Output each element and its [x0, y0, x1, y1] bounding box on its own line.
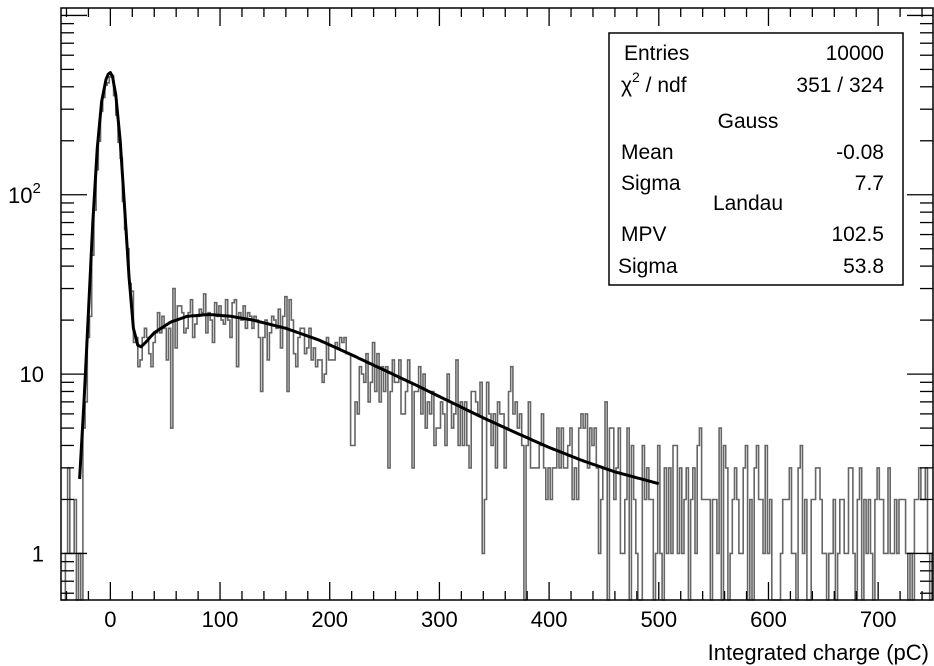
stats-chi2-ndf: / ndf — [640, 74, 687, 97]
stats-landau-mpv-label: MPV — [621, 223, 667, 246]
y-tick-labels: 1 10 102 — [8, 180, 44, 567]
x-tick-label: 600 — [750, 607, 787, 632]
stats-landau-header: Landau — [713, 192, 783, 215]
x-tick-label: 300 — [421, 607, 458, 632]
fit-curve — [78, 71, 660, 486]
stats-chi2-sup: 2 — [632, 69, 640, 85]
stats-landau-sigma-value: 53.8 — [843, 255, 884, 278]
stats-gauss-header: Gauss — [718, 110, 779, 133]
y-tick-label: 102 — [8, 180, 41, 208]
stats-chi2-symbol: χ — [621, 74, 632, 97]
stats-box-frame — [608, 32, 904, 286]
x-tick-label: 0 — [104, 607, 116, 632]
stats-gauss-sigma-label: Sigma — [621, 172, 681, 195]
stats-box: Entries 10000 χ2 / ndf 351 / 324 Gauss M… — [608, 32, 904, 286]
stats-gauss-sigma-value: 7.7 — [855, 172, 884, 195]
fit-layer — [78, 71, 660, 486]
stats-landau-sigma-label: Sigma — [618, 255, 678, 278]
x-axis-title: Integrated charge (pC) — [708, 640, 929, 665]
stats-entries-label: Entries — [624, 42, 689, 65]
x-tick-label: 400 — [531, 607, 568, 632]
y-tick-label: 10 — [20, 362, 44, 387]
stats-gauss-mean-value: -0.08 — [836, 141, 884, 164]
x-tick-label: 200 — [311, 607, 348, 632]
stats-gauss-mean-label: Mean — [621, 141, 674, 164]
plot-frame — [60, 7, 934, 601]
stats-landau-mpv-value: 102.5 — [831, 223, 884, 246]
x-tick-label: 700 — [860, 607, 897, 632]
stats-chi2-value: 351 / 324 — [796, 74, 884, 97]
x-tick-label: 500 — [640, 607, 677, 632]
ticks-layer — [61, 8, 933, 600]
x-tick-labels: 0 100 200 300 400 500 600 700 — [104, 607, 896, 632]
stats-chi2-label: χ2 / ndf — [621, 69, 687, 97]
x-tick-label: 100 — [202, 607, 239, 632]
stats-entries-value: 10000 — [826, 42, 884, 65]
y-tick-label: 1 — [32, 541, 44, 566]
